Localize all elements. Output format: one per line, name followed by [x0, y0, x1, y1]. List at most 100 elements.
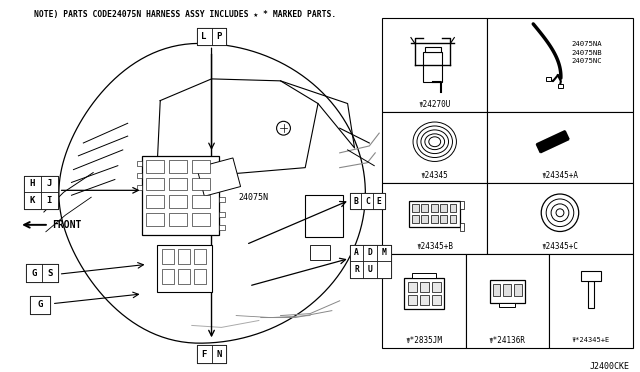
- Bar: [24, 192, 41, 209]
- Bar: [41, 176, 58, 192]
- Bar: [178, 269, 190, 284]
- Bar: [549, 254, 632, 348]
- Bar: [349, 193, 385, 209]
- Bar: [192, 195, 209, 208]
- Bar: [162, 250, 174, 264]
- Text: ☤*24136R: ☤*24136R: [489, 336, 526, 345]
- Text: ☤*2835JM: ☤*2835JM: [405, 336, 442, 345]
- Text: M: M: [381, 248, 387, 257]
- Bar: [432, 282, 440, 292]
- Bar: [178, 250, 190, 264]
- Bar: [349, 244, 364, 262]
- Bar: [382, 254, 466, 348]
- Bar: [349, 244, 391, 278]
- Bar: [310, 244, 330, 260]
- Bar: [192, 160, 209, 173]
- Bar: [147, 213, 164, 226]
- Bar: [487, 183, 632, 254]
- Text: H: H: [30, 179, 35, 189]
- Bar: [196, 345, 212, 363]
- Bar: [425, 48, 440, 52]
- Bar: [24, 176, 58, 209]
- Text: ☤24345+B: ☤24345+B: [416, 241, 453, 251]
- Bar: [194, 269, 205, 284]
- Bar: [487, 112, 632, 183]
- Text: ☤24270U: ☤24270U: [419, 100, 451, 109]
- Text: J2400CKE: J2400CKE: [589, 362, 630, 371]
- Bar: [147, 177, 164, 190]
- Bar: [42, 264, 58, 282]
- Bar: [196, 28, 212, 45]
- Text: L: L: [202, 32, 207, 41]
- Bar: [212, 345, 227, 363]
- Bar: [147, 160, 164, 173]
- Bar: [26, 264, 58, 282]
- Bar: [382, 183, 487, 254]
- Bar: [440, 204, 447, 212]
- Bar: [466, 254, 549, 348]
- Bar: [30, 296, 50, 314]
- Bar: [30, 296, 50, 314]
- Bar: [349, 262, 364, 278]
- Text: NOTE) PARTS CODE24075N HARNESS ASSY INCLUDES ★ * MARKED PARTS.: NOTE) PARTS CODE24075N HARNESS ASSY INCL…: [34, 10, 336, 19]
- Text: N: N: [216, 350, 221, 359]
- Bar: [194, 250, 205, 264]
- Ellipse shape: [556, 209, 564, 217]
- Ellipse shape: [417, 126, 452, 157]
- Ellipse shape: [429, 137, 441, 147]
- Bar: [412, 215, 419, 223]
- Text: D: D: [368, 248, 372, 257]
- Bar: [421, 204, 428, 212]
- Bar: [364, 244, 377, 262]
- Text: ☤*24345+E: ☤*24345+E: [572, 337, 610, 343]
- Bar: [220, 212, 225, 217]
- Bar: [449, 215, 456, 223]
- Bar: [546, 77, 551, 81]
- Bar: [408, 282, 417, 292]
- Text: I: I: [47, 196, 52, 205]
- Bar: [432, 295, 440, 305]
- Bar: [220, 197, 225, 202]
- Bar: [420, 295, 429, 305]
- Bar: [220, 225, 225, 230]
- Text: A: A: [354, 248, 359, 257]
- Bar: [493, 284, 500, 296]
- Text: G: G: [37, 300, 43, 309]
- Bar: [409, 201, 460, 227]
- Text: S: S: [47, 269, 52, 278]
- Bar: [490, 280, 525, 304]
- Bar: [431, 215, 438, 223]
- Bar: [162, 269, 174, 284]
- Text: R: R: [354, 265, 359, 274]
- Bar: [460, 223, 464, 231]
- Bar: [408, 295, 417, 305]
- Bar: [169, 195, 187, 208]
- Bar: [192, 177, 209, 190]
- Bar: [487, 18, 632, 112]
- Bar: [196, 345, 227, 363]
- Ellipse shape: [541, 194, 579, 231]
- Text: B: B: [353, 197, 358, 206]
- Bar: [412, 273, 436, 278]
- Bar: [373, 193, 385, 209]
- Bar: [581, 271, 601, 281]
- Bar: [41, 192, 58, 209]
- Ellipse shape: [551, 204, 569, 222]
- Bar: [136, 161, 143, 166]
- Bar: [26, 264, 42, 282]
- Bar: [364, 262, 377, 278]
- Bar: [377, 244, 391, 262]
- Bar: [440, 215, 447, 223]
- Ellipse shape: [413, 122, 456, 161]
- Bar: [212, 28, 227, 45]
- Bar: [499, 304, 515, 307]
- Text: C: C: [365, 197, 370, 206]
- Ellipse shape: [425, 134, 445, 150]
- Bar: [24, 176, 41, 192]
- Bar: [143, 156, 220, 235]
- Bar: [157, 244, 212, 292]
- Bar: [169, 177, 187, 190]
- Bar: [305, 195, 342, 237]
- Bar: [515, 284, 522, 296]
- Bar: [169, 213, 187, 226]
